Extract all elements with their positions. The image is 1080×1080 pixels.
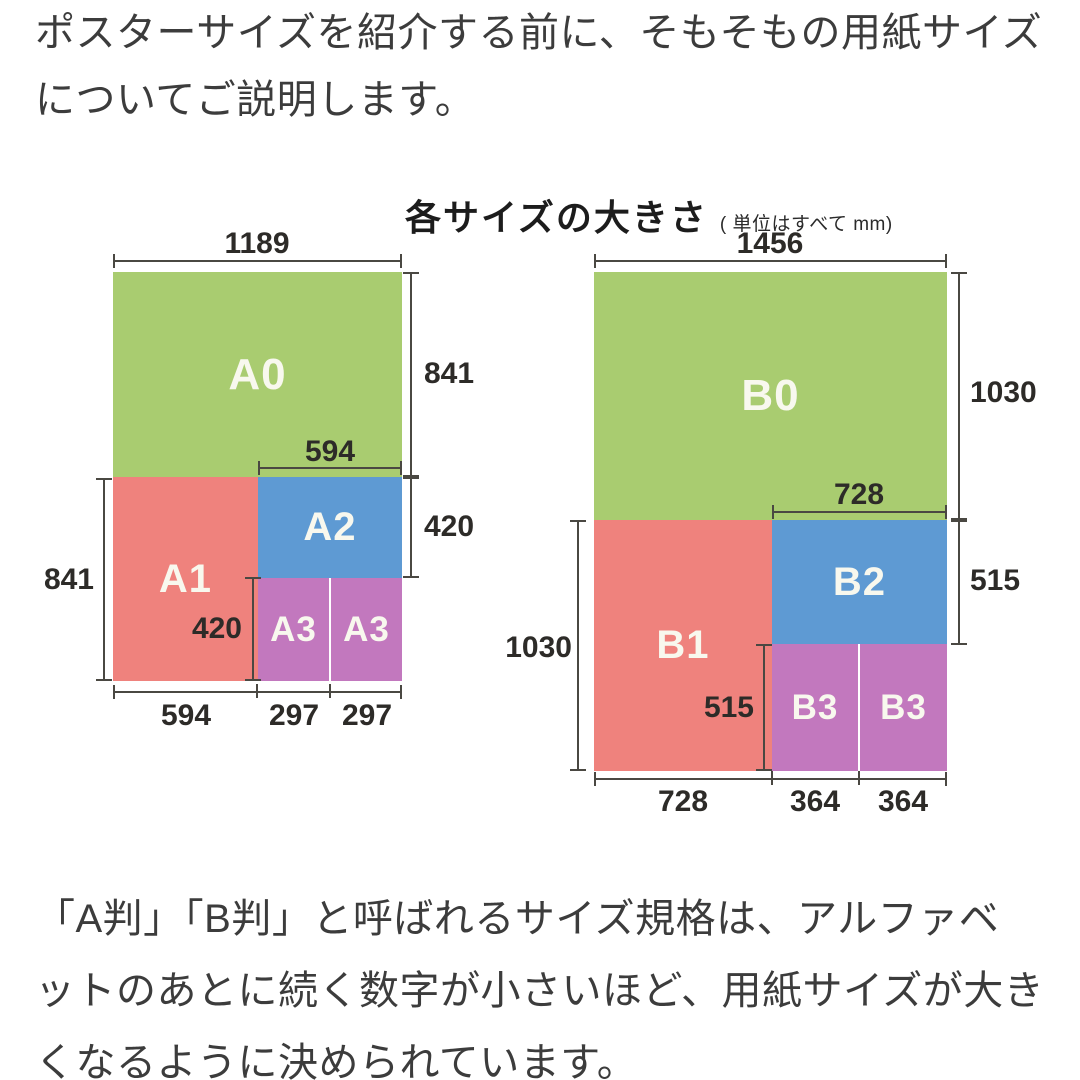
a3-right-sheet: A3 <box>331 578 402 681</box>
b2-height-dim-label: 515 <box>970 564 1021 597</box>
b3-height-dim-line <box>756 644 772 771</box>
b-total-width-dim-line <box>594 254 947 268</box>
a2-label: A2 <box>303 505 357 549</box>
b-total-width-dim-label: 1456 <box>736 227 804 260</box>
a2-height-dim-label: 420 <box>424 510 475 543</box>
outro-line-1: 「A判」「B判」と呼ばれるサイズ規格は、アルファベ <box>35 897 1000 941</box>
b2-width-dim-line <box>772 505 947 519</box>
b3-left-label: B3 <box>791 687 839 727</box>
figure-unit-note: ( 単位はすべて mm) <box>719 214 893 235</box>
outro-line-2: ットのあとに続く数字が小さいほど、用紙サイズが大き <box>35 969 1045 1013</box>
b3-left-sheet: B3 <box>772 644 858 771</box>
a2-width-dim-line <box>258 461 402 475</box>
a-total-width-dim-line <box>113 254 402 268</box>
a3-right-label: A3 <box>343 609 390 649</box>
figure-title: 各サイズの大きさ <box>405 197 708 238</box>
a1-sheet: A1 <box>113 477 258 681</box>
a1-height-dim-label: 841 <box>43 563 94 596</box>
a3-left-width-dim-label: 297 <box>268 699 320 732</box>
b3-right-width-dim-label: 364 <box>877 785 929 818</box>
b2-sheet: B2 <box>772 520 947 644</box>
b1-width-dim-label: 728 <box>657 785 709 818</box>
b-bottom-dim-tick-2 <box>858 771 860 785</box>
b0-sheet: B0 <box>594 272 947 520</box>
b0-height-dim-line <box>951 272 967 520</box>
b2-label: B2 <box>832 559 887 604</box>
b3-height-dim-label: 515 <box>703 691 754 724</box>
a2-height-dim-line <box>403 477 419 578</box>
a1-height-dim-line <box>96 478 112 681</box>
a3-height-dim-line <box>245 577 261 681</box>
b-bottom-dim-line <box>594 772 947 786</box>
a3-left-label: A3 <box>270 609 317 649</box>
b3-right-label: B3 <box>880 687 927 727</box>
a2-width-dim-label: 594 <box>304 435 356 468</box>
outro-line-3: くなるように決められています。 <box>35 1041 638 1080</box>
b1-height-dim-line <box>570 520 586 771</box>
b1-height-dim-label: 1030 <box>505 631 572 664</box>
b2-width-dim-label: 728 <box>833 478 885 511</box>
b0-label: B0 <box>741 371 800 420</box>
b-bottom-dim-tick-1 <box>771 771 773 785</box>
intro-line-2: についてご説明します。 <box>35 78 476 122</box>
a-bottom-dim-tick-1 <box>256 684 258 698</box>
a3-left-sheet: A3 <box>258 578 329 681</box>
b1-label: B1 <box>656 623 710 667</box>
b1-sheet: B1 <box>594 520 772 771</box>
a-total-width-dim-label: 1189 <box>224 227 290 260</box>
intro-line-1: ポスターサイズを紹介する前に、そもそもの用紙サイズ <box>35 11 1043 55</box>
a2-sheet: A2 <box>258 477 402 578</box>
figure-title-row: 各サイズの大きさ ( 単位はすべて mm) <box>405 189 893 241</box>
a1-width-dim-label: 594 <box>160 699 212 732</box>
a-bottom-dim-tick-2 <box>329 684 331 698</box>
a0-label: A0 <box>228 349 287 399</box>
a0-sheet: A0 <box>113 272 402 477</box>
a3-height-dim-label: 420 <box>191 612 242 645</box>
b0-height-dim-label: 1030 <box>970 376 1037 409</box>
a1-label: A1 <box>158 556 213 601</box>
a0-height-dim-label: 841 <box>424 357 475 390</box>
a3-right-width-dim-label: 297 <box>341 699 393 732</box>
b3-left-width-dim-label: 364 <box>789 785 841 818</box>
b3-right-sheet: B3 <box>860 644 947 771</box>
b2-height-dim-line <box>951 520 967 645</box>
a0-height-dim-line <box>403 272 419 477</box>
